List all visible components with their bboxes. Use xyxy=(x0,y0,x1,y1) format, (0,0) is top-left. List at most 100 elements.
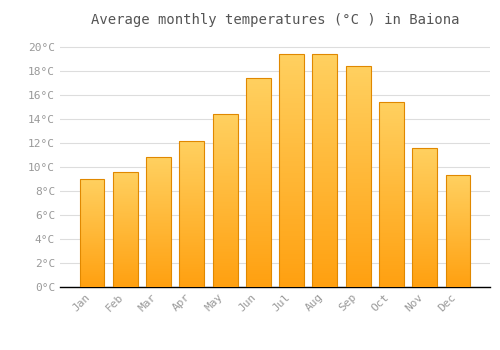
Bar xyxy=(113,263,138,264)
Bar xyxy=(80,284,104,285)
Bar xyxy=(180,141,204,142)
Bar xyxy=(379,196,404,198)
Bar xyxy=(113,174,138,175)
Bar xyxy=(80,249,104,250)
Bar xyxy=(412,245,437,247)
Bar xyxy=(212,254,238,256)
Bar xyxy=(146,199,171,200)
Bar xyxy=(312,259,338,261)
Bar xyxy=(346,181,370,183)
Bar xyxy=(379,263,404,265)
Bar xyxy=(346,263,370,265)
Bar xyxy=(446,184,470,186)
Bar xyxy=(212,228,238,230)
Bar xyxy=(279,189,304,191)
Bar xyxy=(279,250,304,252)
Bar xyxy=(212,194,238,195)
Bar xyxy=(212,147,238,149)
Bar xyxy=(446,258,470,259)
Bar xyxy=(146,212,171,213)
Bar xyxy=(412,208,437,209)
Bar xyxy=(279,101,304,103)
Bar xyxy=(180,261,204,262)
Bar xyxy=(246,201,271,203)
Bar xyxy=(80,262,104,263)
Bar xyxy=(412,248,437,250)
Bar xyxy=(80,226,104,228)
Bar xyxy=(412,231,437,233)
Bar xyxy=(246,93,271,95)
Bar xyxy=(146,211,171,212)
Bar xyxy=(412,149,437,150)
Bar xyxy=(279,210,304,212)
Bar xyxy=(446,190,470,191)
Bar xyxy=(146,273,171,274)
Bar xyxy=(146,241,171,243)
Bar xyxy=(180,199,204,201)
Bar xyxy=(446,224,470,226)
Bar xyxy=(379,258,404,259)
Bar xyxy=(412,205,437,206)
Bar xyxy=(379,250,404,252)
Bar xyxy=(80,202,104,203)
Bar xyxy=(146,231,171,232)
Bar xyxy=(212,206,238,208)
Bar xyxy=(312,63,338,66)
Bar xyxy=(379,267,404,268)
Bar xyxy=(146,216,171,217)
Bar xyxy=(446,223,470,224)
Bar xyxy=(146,158,171,287)
Bar xyxy=(212,118,238,119)
Bar xyxy=(279,119,304,122)
Bar xyxy=(279,77,304,80)
Bar xyxy=(80,220,104,221)
Bar xyxy=(80,275,104,276)
Bar xyxy=(412,170,437,172)
Bar xyxy=(113,225,138,226)
Bar xyxy=(412,201,437,202)
Bar xyxy=(379,230,404,232)
Bar xyxy=(146,203,171,204)
Bar xyxy=(113,209,138,210)
Bar xyxy=(180,233,204,234)
Bar xyxy=(246,260,271,262)
Bar xyxy=(113,202,138,203)
Bar xyxy=(113,216,138,217)
Bar xyxy=(246,250,271,252)
Bar xyxy=(379,239,404,241)
Bar xyxy=(80,206,104,207)
Bar xyxy=(246,237,271,239)
Bar xyxy=(80,179,104,180)
Bar xyxy=(212,169,238,171)
Bar xyxy=(80,195,104,196)
Bar xyxy=(346,285,370,287)
Bar xyxy=(379,204,404,206)
Bar xyxy=(412,164,437,166)
Bar xyxy=(246,101,271,103)
Bar xyxy=(412,196,437,198)
Bar xyxy=(379,208,404,209)
Bar xyxy=(246,203,271,205)
Bar xyxy=(412,238,437,240)
Bar xyxy=(113,260,138,262)
Bar xyxy=(146,173,171,174)
Bar xyxy=(446,183,470,184)
Bar xyxy=(412,217,437,219)
Bar xyxy=(146,225,171,226)
Bar xyxy=(180,201,204,202)
Bar xyxy=(279,66,304,68)
Bar xyxy=(80,199,104,201)
Bar xyxy=(146,221,171,222)
Bar xyxy=(146,254,171,256)
Bar xyxy=(312,54,338,287)
Bar xyxy=(212,204,238,206)
Bar xyxy=(113,259,138,260)
Bar xyxy=(379,281,404,283)
Bar xyxy=(379,176,404,178)
Bar xyxy=(346,212,370,214)
Bar xyxy=(180,280,204,281)
Bar xyxy=(146,186,171,187)
Bar xyxy=(312,175,338,177)
Bar xyxy=(180,195,204,196)
Bar xyxy=(446,237,470,238)
